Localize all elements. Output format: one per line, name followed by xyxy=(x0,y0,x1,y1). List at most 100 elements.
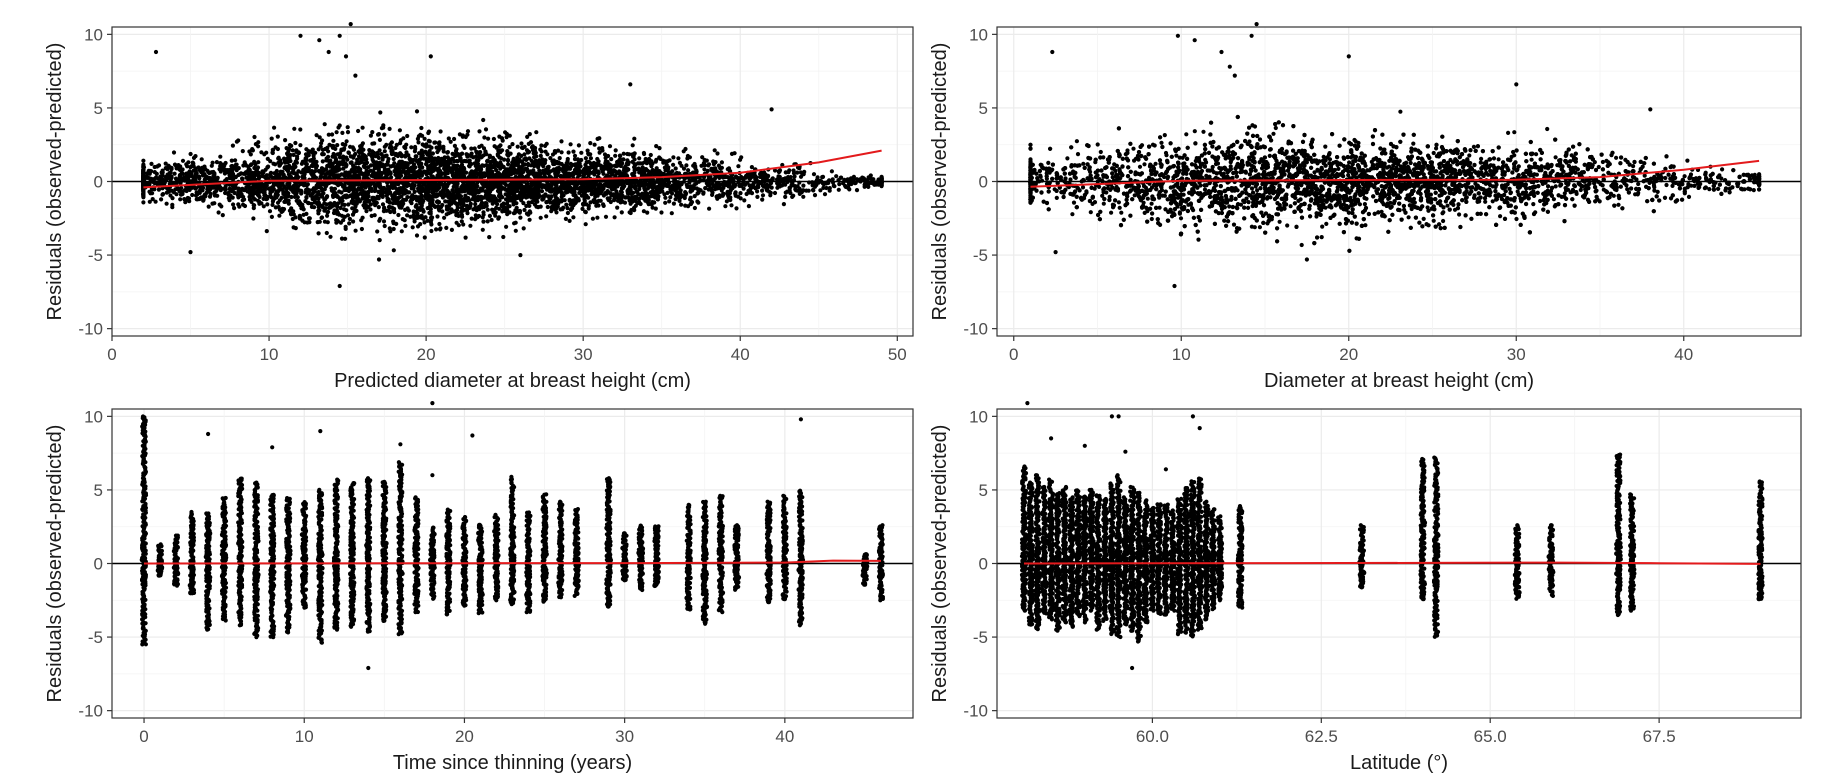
panel-a-point xyxy=(354,208,359,213)
panel-a-point xyxy=(792,174,797,179)
panel-a-point xyxy=(328,234,333,239)
panel-a-point xyxy=(141,192,146,198)
panel-a-point xyxy=(310,195,315,200)
panel-a-point xyxy=(289,194,294,200)
panel-a-point xyxy=(607,168,612,173)
panel-a-point xyxy=(304,183,309,188)
panel-a-point xyxy=(531,189,536,194)
panel-a-point xyxy=(398,141,403,146)
panel-a-point xyxy=(501,234,506,240)
panel-a-point xyxy=(454,147,459,152)
panel-a-point xyxy=(365,169,370,174)
panel-a-point xyxy=(592,191,597,196)
panel-a-point xyxy=(454,158,459,164)
panel-a-point xyxy=(491,136,496,142)
panel-a-point xyxy=(777,184,782,189)
panel-a-point xyxy=(322,219,327,224)
panel-a-point xyxy=(696,190,701,195)
panel-a-point xyxy=(408,195,414,200)
panel-a-point xyxy=(818,188,823,193)
panel-a-point xyxy=(444,182,449,187)
panel-a-point xyxy=(382,149,387,154)
panel-a-point xyxy=(283,138,288,143)
panel-a-point xyxy=(781,202,787,207)
panel-a-point xyxy=(590,165,595,170)
panel-a-point xyxy=(399,229,404,234)
panel-a-point xyxy=(586,151,591,156)
panel-a-point xyxy=(478,170,483,175)
panel-a-point xyxy=(749,191,755,196)
panel-a-point xyxy=(619,210,624,215)
panel-a-point xyxy=(829,169,835,174)
panel-a-point xyxy=(364,160,370,165)
panel-a-point xyxy=(493,213,498,218)
panel-a-point xyxy=(685,153,691,159)
panel-a-point xyxy=(427,210,432,215)
panel-a-point xyxy=(821,185,826,190)
panel-a-point xyxy=(489,165,494,170)
panel-a-point xyxy=(595,215,600,220)
panel-a-point xyxy=(486,184,491,189)
panel-a-point xyxy=(627,198,632,203)
panel-a-point xyxy=(724,199,730,204)
panel-a-point xyxy=(791,168,796,173)
panel-a-point xyxy=(385,196,390,201)
panel-a-point xyxy=(663,200,668,205)
panel-a-point xyxy=(141,165,147,170)
panel-a-point xyxy=(279,209,284,214)
panel-a-point xyxy=(448,139,453,144)
panel-a-point xyxy=(252,174,257,179)
panel-a-point xyxy=(736,164,741,169)
panel-a-point xyxy=(320,147,325,152)
panel-a-point xyxy=(292,126,297,131)
panel-a-point xyxy=(331,152,337,157)
panel-a-point xyxy=(505,212,510,217)
panel-a-point xyxy=(325,213,330,218)
panel-a-point xyxy=(179,176,184,181)
panel-a-point xyxy=(532,164,537,169)
panel-a-point xyxy=(557,156,562,161)
panel-a-point xyxy=(170,205,175,210)
panel-a-point xyxy=(319,215,324,220)
panel-a-point xyxy=(498,143,503,148)
panel-a-point xyxy=(743,182,748,187)
panel-a-point xyxy=(299,170,304,175)
panel-a-point xyxy=(545,152,550,157)
panel-a-point xyxy=(695,199,700,204)
panel-a-point xyxy=(282,165,288,170)
panel-a-point xyxy=(466,196,471,201)
panel-a-point xyxy=(392,210,397,215)
panel-a-point xyxy=(209,163,214,168)
panel-a-point xyxy=(335,219,341,224)
panel-a-point xyxy=(392,161,397,166)
panel-a-point xyxy=(815,175,820,180)
panel-a-point xyxy=(474,208,479,213)
panel-a-point xyxy=(484,163,489,168)
panel-a-point xyxy=(443,186,448,191)
panel-a-point xyxy=(502,205,507,210)
panel-a-point xyxy=(734,175,739,180)
panel-a-point xyxy=(294,173,299,178)
panel-a-point xyxy=(630,159,635,164)
panel-a-point xyxy=(677,198,682,203)
panel-a-point xyxy=(342,202,347,207)
panel-a-point xyxy=(755,194,760,199)
panel-a-point xyxy=(325,145,330,150)
panel-a-point xyxy=(386,156,391,162)
panel-a-point xyxy=(286,198,291,203)
panel-a-point xyxy=(392,183,397,188)
panel-a-point xyxy=(306,151,311,156)
panel-a-point xyxy=(854,188,860,193)
panel-a-point xyxy=(440,209,445,214)
panel-a-point xyxy=(178,187,183,193)
panel-a-point xyxy=(623,195,629,200)
panel-a-point xyxy=(544,214,549,219)
panel-a-point xyxy=(322,122,327,127)
panel-a-point xyxy=(543,184,548,189)
panel-a-point xyxy=(295,154,300,159)
panel-a-point xyxy=(584,202,589,207)
panel-a-point xyxy=(690,188,695,193)
panel-a-point xyxy=(202,193,207,198)
panel-a-point xyxy=(369,153,374,159)
panel-a-point xyxy=(609,164,614,169)
